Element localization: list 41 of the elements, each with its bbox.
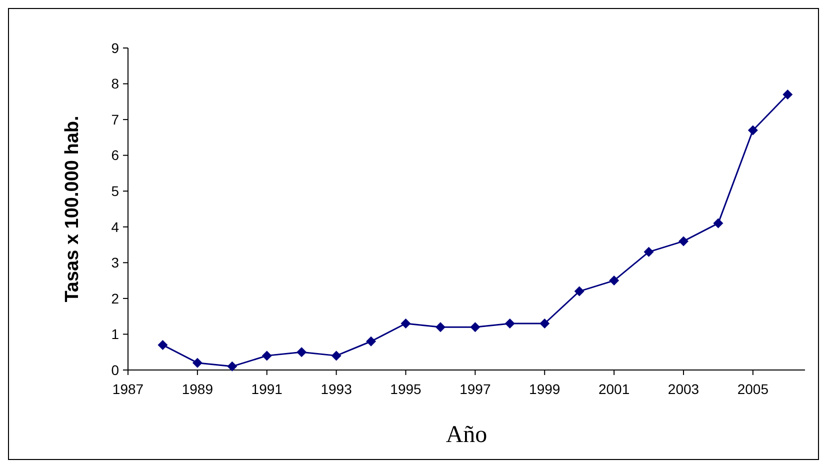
x-tick-label: 2005 [737, 381, 769, 397]
point [574, 286, 584, 296]
y-tick-label: 5 [111, 183, 120, 200]
x-tick-label: 1989 [182, 381, 214, 397]
y-tick-label: 9 [111, 40, 120, 56]
y-tick-label: 7 [111, 111, 120, 128]
x-tick-label: 1993 [320, 381, 352, 397]
point [435, 322, 446, 332]
x-tick-label: 2001 [598, 381, 630, 397]
x-axis-title: Año [446, 422, 488, 448]
point [400, 318, 411, 328]
point [366, 336, 376, 346]
point [227, 361, 238, 372]
y-tick-label: 4 [111, 218, 120, 235]
point [192, 358, 202, 368]
y-tick-label: 0 [111, 362, 120, 378]
point [470, 322, 480, 332]
point [609, 276, 620, 286]
x-tick-label: 1995 [390, 381, 422, 397]
y-tick-label: 3 [111, 254, 120, 271]
y-tick-label: 8 [111, 76, 120, 92]
point [158, 340, 168, 350]
y-tick-label: 6 [111, 147, 120, 164]
point [296, 347, 307, 358]
x-tick-label: 1999 [529, 381, 560, 397]
point [678, 236, 688, 246]
point [713, 218, 724, 228]
y-axis-title: Tasas x 100.000 hab. [62, 116, 83, 302]
y-tick-label: 2 [111, 290, 120, 306]
point [331, 350, 342, 361]
point [748, 125, 758, 136]
point [540, 318, 550, 328]
point [262, 350, 272, 361]
x-tick-label: 2003 [668, 381, 700, 397]
point [644, 246, 654, 257]
x-tick-label: 1997 [460, 381, 491, 397]
y-tick-label: 1 [111, 326, 120, 342]
x-tick-label: 1987 [112, 381, 144, 397]
point [504, 318, 515, 328]
point [782, 90, 793, 100]
x-tick-label: 1991 [251, 381, 283, 397]
